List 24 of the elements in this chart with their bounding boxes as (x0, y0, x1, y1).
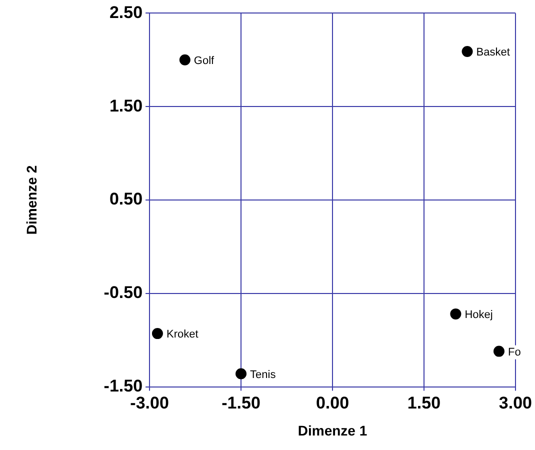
point (493, 346, 504, 357)
x-tick-label: 1.50 (407, 394, 441, 413)
x-tick-label: 3.00 (498, 394, 532, 413)
y-tick-label: -0.50 (104, 283, 143, 302)
y-tick-label: -1.50 (104, 376, 143, 396)
y-tick-label: 2.50 (109, 2, 143, 22)
x-tick-label: -1.50 (222, 394, 260, 413)
annotation: Fo (508, 346, 521, 358)
point (462, 46, 473, 57)
x-axis-title: Dimenze 1 (298, 422, 368, 438)
y-tick-label: 1.50 (109, 96, 143, 116)
annotation: Tenis (250, 368, 276, 381)
y-axis-title: Dimenze 2 (23, 165, 40, 235)
annotation: Kroket (166, 328, 198, 341)
y-tick-label: 0.50 (109, 190, 143, 209)
point (179, 54, 190, 66)
point (236, 368, 247, 380)
x-tick-label: -3.00 (130, 394, 169, 413)
annotation: Golf (194, 54, 216, 67)
point (152, 328, 163, 340)
annotation: Basket (476, 46, 510, 59)
annotation: Hokej (464, 308, 493, 321)
x-tick-label: 0.00 (316, 394, 350, 413)
point (450, 308, 462, 320)
